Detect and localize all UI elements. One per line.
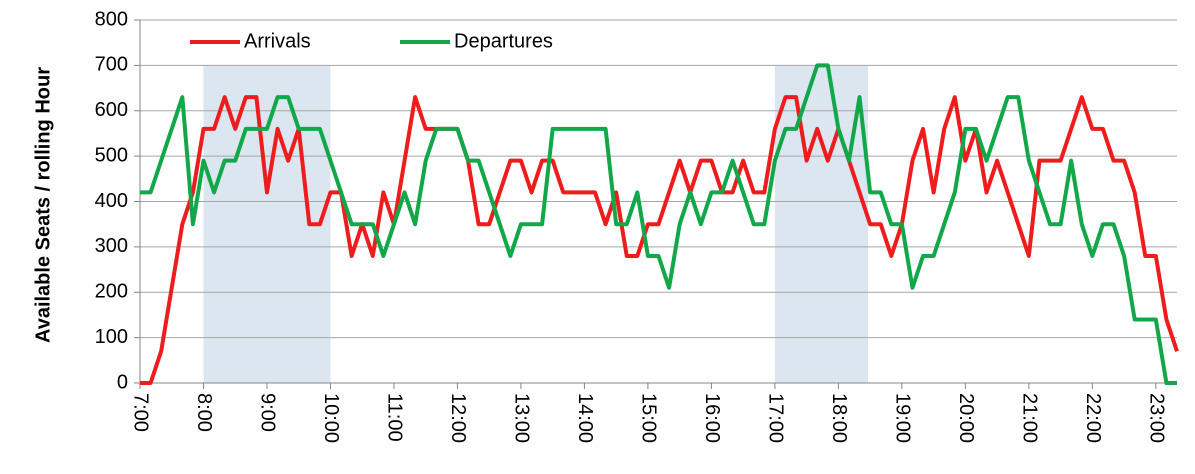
x-tick-label: 10:00: [320, 393, 342, 443]
x-tick-label: 21:00: [1019, 393, 1041, 443]
highlight-band: [774, 65, 869, 383]
x-tick-label: 7:00: [130, 393, 152, 432]
line-series: [140, 95, 1179, 385]
x-tick-label: 12:00: [447, 393, 469, 443]
y-tick-label: 400: [95, 190, 128, 212]
y-tick-label: 700: [95, 54, 128, 76]
y-tick-label: 0: [117, 371, 128, 393]
x-tick-label: 23:00: [1146, 393, 1168, 443]
x-tick-label: 19:00: [892, 393, 914, 443]
legend-label: Arrivals: [244, 30, 311, 52]
x-tick-label: 8:00: [193, 393, 215, 432]
y-tick-label: 500: [95, 144, 128, 166]
x-tick-label: 16:00: [701, 393, 723, 443]
x-tick-label: 22:00: [1082, 393, 1104, 443]
y-tick-label: 200: [95, 281, 128, 303]
y-tick-label: 800: [95, 8, 128, 30]
x-tick-label: 13:00: [511, 393, 533, 443]
x-tick-label: 18:00: [828, 393, 850, 443]
x-tick-label: 9:00: [257, 393, 279, 432]
legend-label: Departures: [454, 30, 553, 52]
x-tick-label: 20:00: [955, 393, 977, 443]
y-tick-label: 100: [95, 326, 128, 348]
y-tick-label: 600: [95, 99, 128, 121]
y-axis-title: Available Seats / rolling Hour: [32, 67, 54, 343]
x-tick-label: 11:00: [384, 393, 406, 442]
line-series: [140, 63, 1177, 385]
x-tick-label: 15:00: [638, 393, 660, 443]
x-tick-label: 17:00: [765, 393, 787, 443]
y-tick-label: 300: [95, 235, 128, 257]
x-tick-label: 14:00: [574, 393, 596, 443]
